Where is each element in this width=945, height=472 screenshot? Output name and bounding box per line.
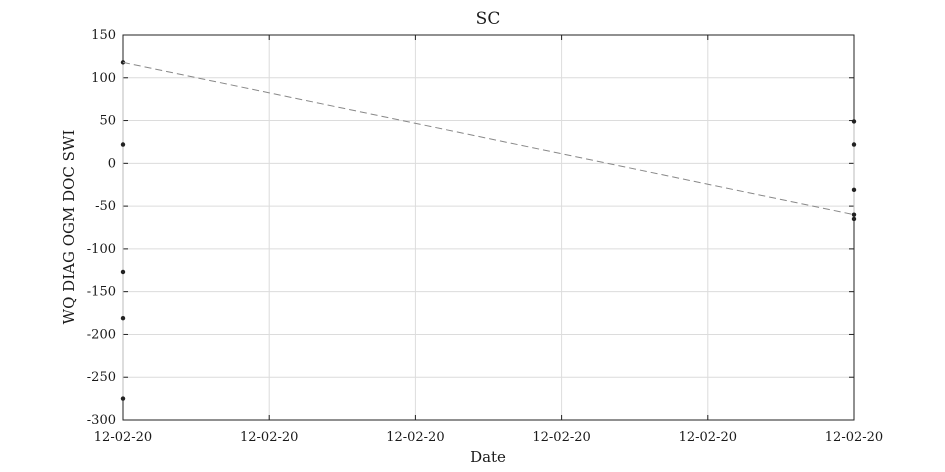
data-point bbox=[120, 142, 126, 147]
x-tick-label: 12-02-20 bbox=[825, 430, 883, 445]
chart-title: SC bbox=[476, 9, 501, 29]
x-tick-label: 12-02-20 bbox=[532, 430, 590, 445]
y-axis-label: WQ DIAG OGM DOC SWI bbox=[60, 130, 78, 325]
x-tick-label: 12-02-20 bbox=[386, 430, 444, 445]
series bbox=[120, 60, 857, 401]
x-tick-label: 12-02-20 bbox=[679, 430, 737, 445]
y-axis-ticks: 150 100 50 0 -50 -100 -150 -200 -250 -300 bbox=[87, 28, 854, 428]
data-point bbox=[851, 212, 857, 217]
y-tick-label: 0 bbox=[108, 156, 116, 171]
data-point bbox=[851, 187, 857, 193]
plot-frame bbox=[122, 34, 855, 421]
y-tick-label: 150 bbox=[91, 28, 116, 43]
data-point bbox=[851, 119, 857, 124]
y-tick-label: -300 bbox=[87, 413, 116, 428]
y-tick-label: -250 bbox=[87, 370, 116, 385]
x-axis-label: Date bbox=[470, 448, 506, 466]
y-tick-label: -50 bbox=[95, 199, 116, 214]
y-tick-label: -150 bbox=[87, 285, 116, 300]
y-tick-label: -100 bbox=[87, 242, 116, 257]
data-point bbox=[120, 269, 126, 275]
x-tick-label: 12-02-20 bbox=[240, 430, 298, 445]
data-point bbox=[851, 216, 857, 222]
data-point bbox=[851, 142, 857, 147]
trend-line bbox=[122, 61, 855, 216]
y-tick-label: 50 bbox=[99, 114, 116, 129]
data-point bbox=[120, 315, 126, 321]
y-tick-label: -200 bbox=[87, 327, 116, 342]
x-tick-label: 12-02-20 bbox=[94, 430, 152, 445]
y-tick-label: 100 bbox=[91, 71, 116, 86]
x-axis-ticks: 12-02-20 12-02-20 12-02-20 12-02-20 12-02-20… bbox=[94, 35, 883, 445]
grid bbox=[122, 34, 855, 421]
data-point bbox=[120, 396, 126, 401]
